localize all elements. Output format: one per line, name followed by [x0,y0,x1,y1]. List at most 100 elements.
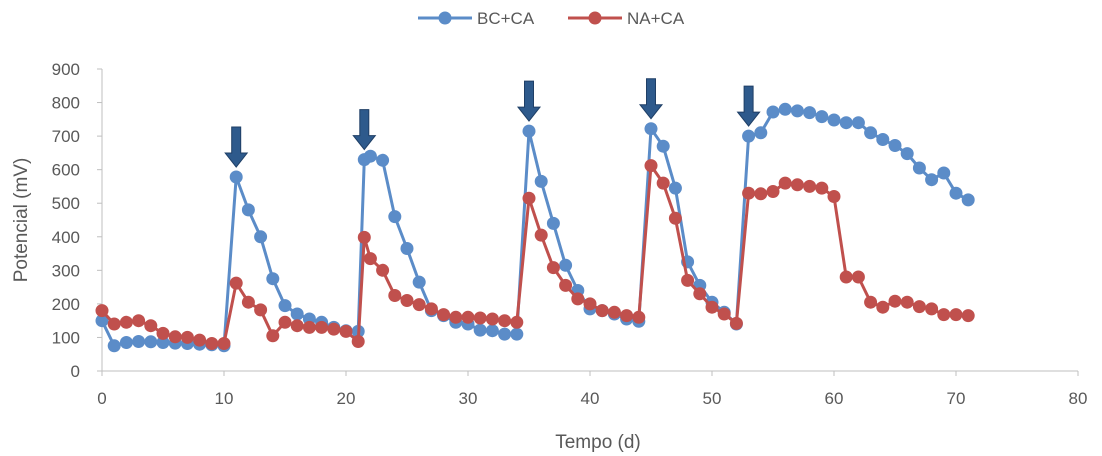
data-point-bc-ca [827,113,841,127]
y-tick-label: 800 [52,94,80,113]
legend-item-bc-ca: BC+CA [418,9,535,28]
data-point-na-ca [327,322,341,336]
data-point-na-ca [912,300,926,314]
down-arrow-icon [736,85,761,127]
y-tick-label: 100 [52,328,80,347]
y-tick-label: 300 [52,261,80,280]
data-point-bc-ca [376,153,390,167]
y-tick-label: 200 [52,295,80,314]
legend-label-bc-ca: BC+CA [477,9,535,28]
data-point-na-ca [864,295,878,309]
data-point-bc-ca [388,210,402,224]
legend-marker-na-ca [588,11,602,25]
data-point-na-ca [241,295,255,309]
data-point-na-ca [900,295,914,309]
data-point-na-ca [681,273,695,287]
data-point-bc-ca [278,299,292,313]
data-point-na-ca [461,310,475,324]
data-point-na-ca [205,337,219,350]
x-tick-label: 0 [97,389,106,408]
data-point-bc-ca [668,181,682,195]
data-point-na-ca [559,278,573,292]
data-point-na-ca [144,319,158,333]
data-point-na-ca [351,335,365,348]
data-point-bc-ca [559,258,573,272]
x-tick-label: 50 [703,389,722,408]
down-arrow-icon [516,80,542,122]
data-point-na-ca [449,310,463,324]
legend-label-na-ca: NA+CA [627,9,685,28]
series-bc-ca [95,102,975,353]
data-point-na-ca [119,315,133,329]
data-point-na-ca [803,179,817,193]
data-point-na-ca [583,297,597,311]
x-axis-ticks: 0 10 20 30 40 50 60 70 80 [97,371,1087,408]
data-point-na-ca [229,276,243,290]
data-point-na-ca [876,300,890,314]
data-point-na-ca [766,185,780,198]
data-point-na-ca [522,191,536,205]
y-tick-label: 500 [52,194,80,213]
plot-area: 0 10 20 30 40 50 60 70 80 0 100 200 300 400 500 600 700… [52,60,1088,408]
data-point-na-ca [266,329,280,343]
data-point-bc-ca [876,133,890,146]
y-tick-label: 700 [52,127,80,146]
data-point-bc-ca [900,147,914,161]
data-point-na-ca [485,312,499,326]
data-point-bc-ca [400,242,414,255]
data-point-bc-ca [534,174,548,188]
data-point-bc-ca [888,139,902,152]
data-point-na-ca [937,308,951,322]
data-point-na-ca [607,305,621,319]
data-point-na-ca [656,176,670,190]
x-tick-label: 20 [337,389,356,408]
data-point-bc-ca [498,327,512,341]
data-point-bc-ca [851,116,865,130]
data-point-na-ca [217,337,231,350]
data-point-na-ca [595,304,609,318]
y-axis-title: Potencial (mV) [11,158,32,283]
data-point-bc-ca [132,335,146,348]
data-point-bc-ca [156,336,170,349]
data-point-bc-ca [254,230,268,244]
data-point-bc-ca [961,193,975,207]
series-layer [95,102,975,353]
data-point-na-ca [827,190,841,203]
x-tick-label: 60 [825,389,844,408]
data-point-na-ca [632,310,646,324]
data-point-na-ca [961,309,975,323]
data-point-bc-ca [473,323,487,337]
data-point-bc-ca [644,122,658,136]
data-point-na-ca [254,303,268,317]
data-point-na-ca [705,300,719,314]
data-point-na-ca [363,252,377,266]
y-tick-label: 900 [52,60,80,79]
data-point-na-ca [620,309,634,323]
data-point-na-ca [156,326,170,340]
data-point-bc-ca [522,124,536,138]
y-axis-ticks: 0 100 200 300 400 500 600 700 800 900 [52,60,102,381]
data-point-na-ca [949,308,963,322]
data-point-na-ca [925,302,939,316]
data-point-na-ca [668,211,682,225]
data-point-na-ca [742,186,756,200]
y-tick-label: 600 [52,161,80,180]
data-point-na-ca [95,304,109,318]
down-arrow-icon [224,126,249,168]
y-tick-label: 400 [52,228,80,247]
data-point-na-ca [315,320,329,334]
x-tick-label: 40 [581,389,600,408]
data-point-bc-ca [790,104,804,118]
event-arrows [224,78,761,168]
data-point-na-ca [729,316,743,330]
data-point-bc-ca [95,314,109,328]
data-point-na-ca [376,263,390,277]
data-point-na-ca [778,176,792,190]
data-point-na-ca [510,315,524,329]
y-tick-label: 0 [71,362,80,381]
data-point-bc-ca [290,307,304,321]
data-point-na-ca [180,330,194,344]
data-point-na-ca [437,308,451,322]
data-point-bc-ca [766,105,780,119]
